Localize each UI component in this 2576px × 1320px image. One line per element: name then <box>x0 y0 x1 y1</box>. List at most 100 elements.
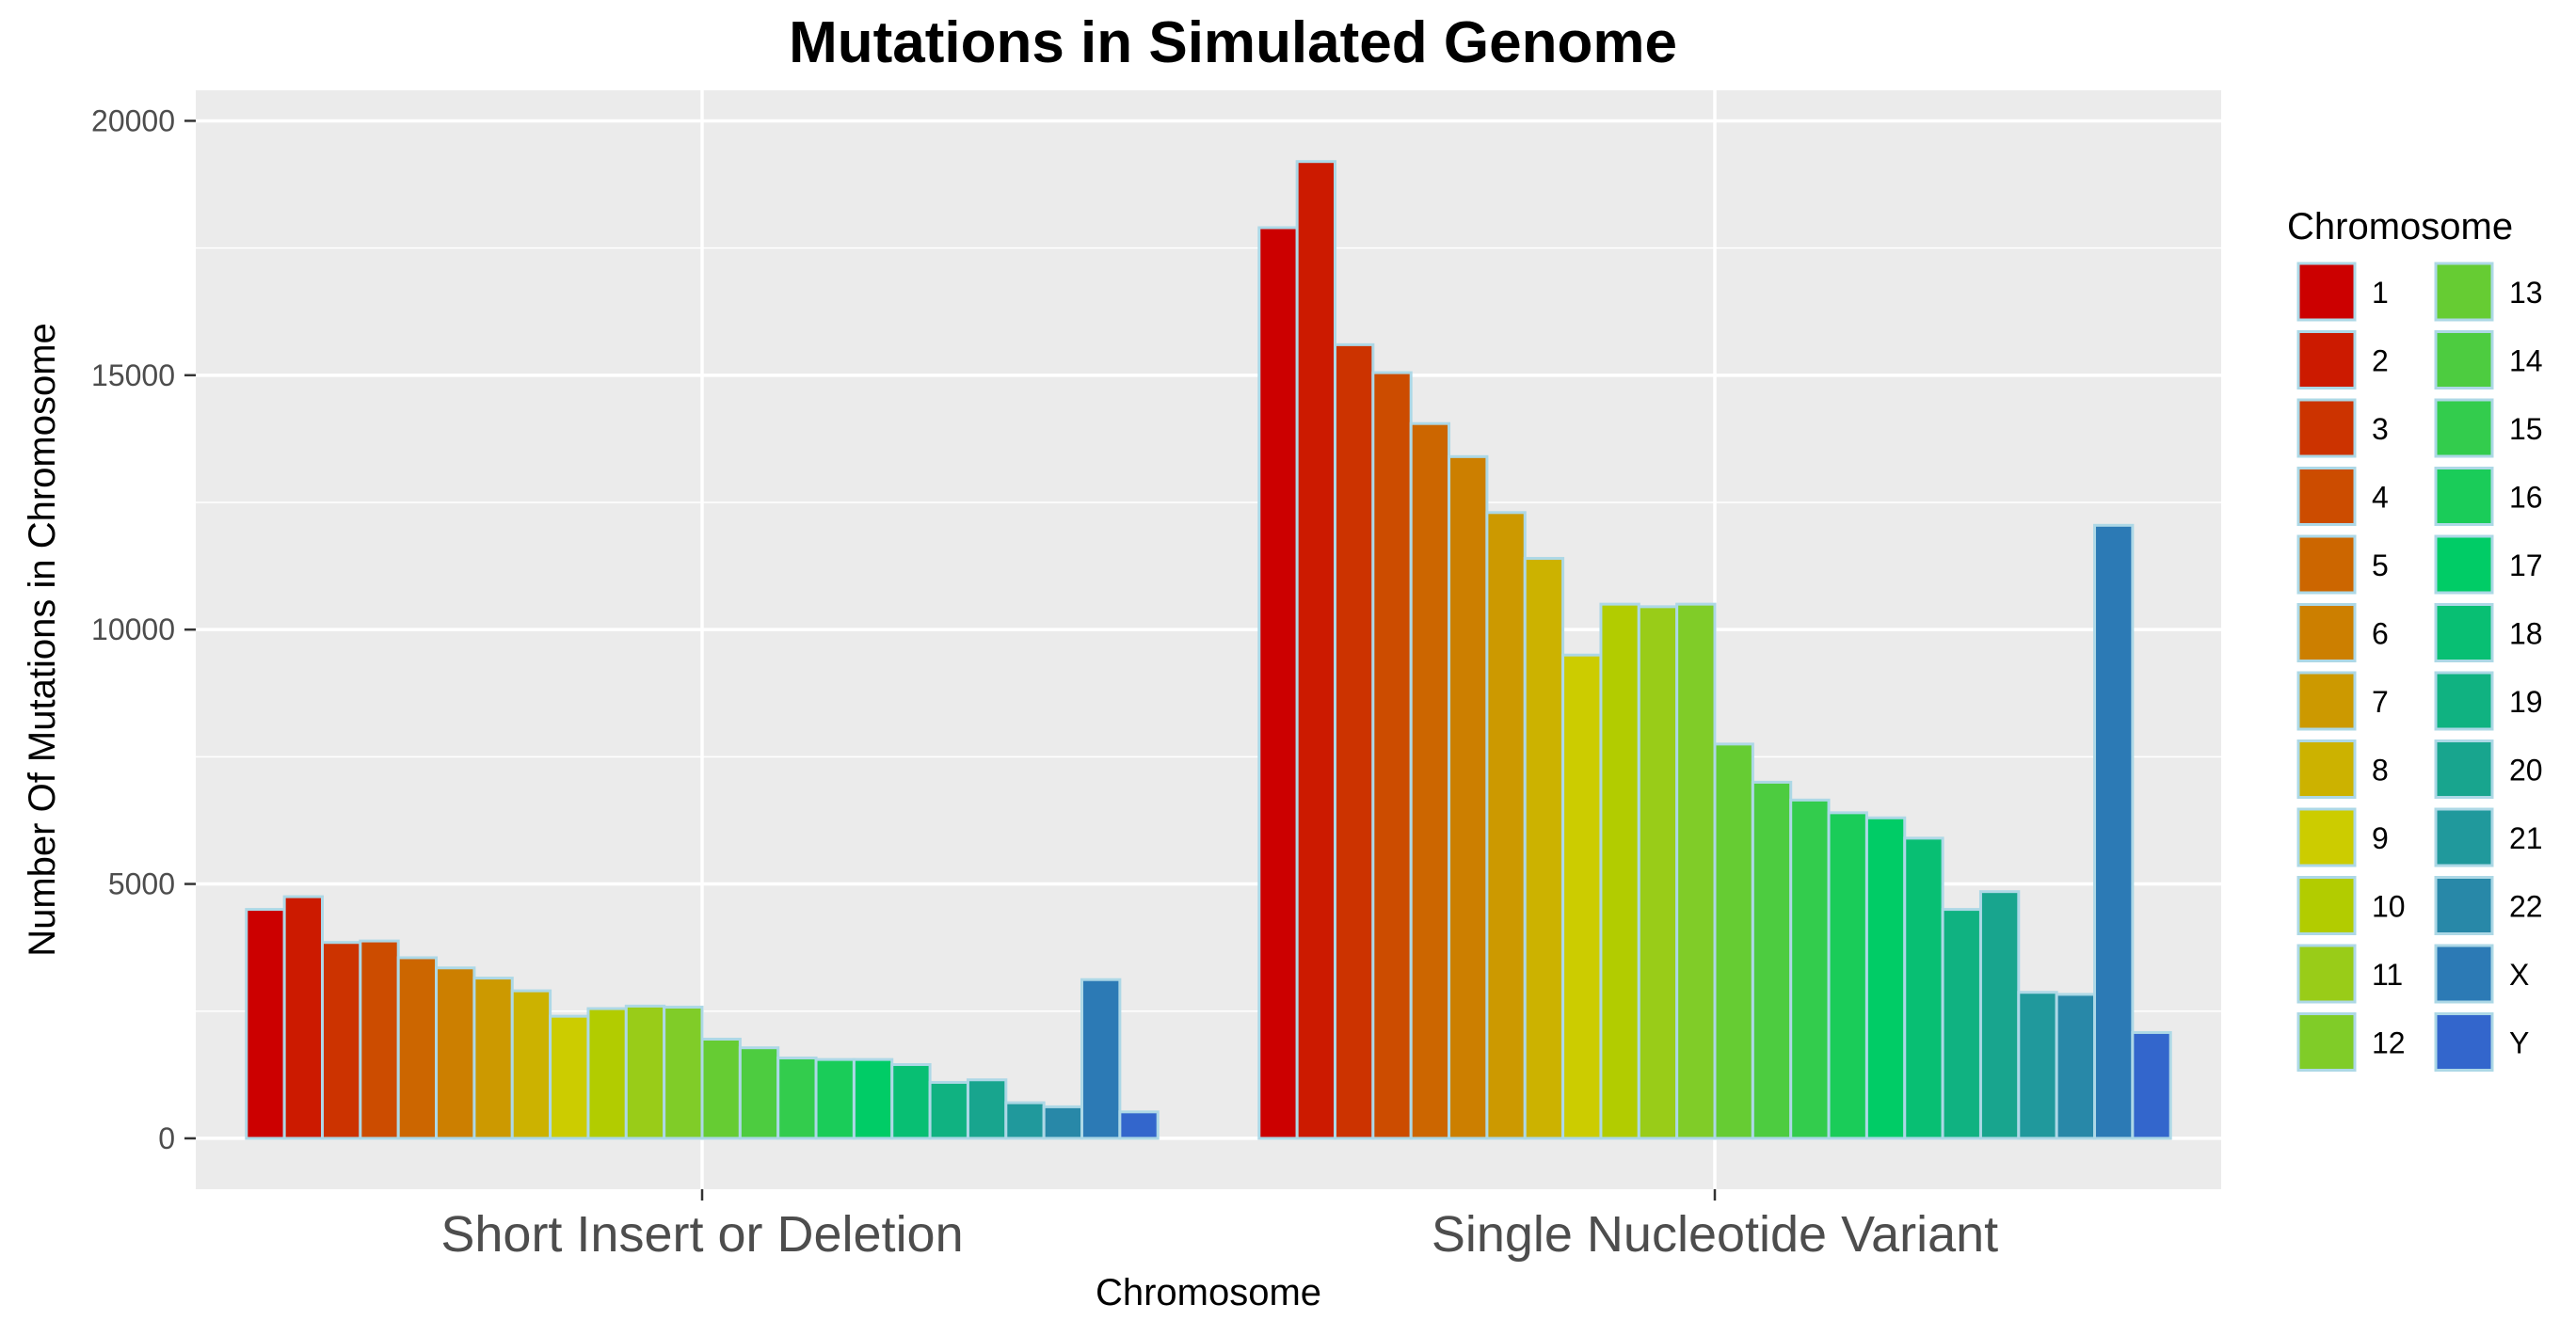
legend-swatch <box>2296 398 2357 458</box>
bar-chr-4-indel <box>359 939 400 1140</box>
bar-chr-16-snv <box>1827 811 1868 1140</box>
bar-chr-18-snv <box>1903 836 1944 1140</box>
legend-item-chr-6: 6 <box>2296 603 2389 662</box>
bar-chr-20-snv <box>1978 890 2021 1140</box>
legend-item-chr-22: 22 <box>2434 876 2543 935</box>
legend-item-chr-5: 5 <box>2296 534 2389 595</box>
legend-label: 22 <box>2509 890 2543 924</box>
legend-item-chr-13: 13 <box>2434 262 2543 322</box>
bar-chr-15-snv <box>1789 798 1831 1140</box>
legend-label: 10 <box>2372 890 2406 924</box>
bar-chr-17-snv <box>1864 816 1907 1140</box>
bar-chr-22-indel <box>1042 1105 1084 1140</box>
legend-swatch <box>2296 534 2357 595</box>
legend-item-chr-10: 10 <box>2296 876 2406 935</box>
legend-swatch <box>2434 603 2494 662</box>
legend-title: Chromosome <box>2287 206 2513 247</box>
y-axis: 0 5000 10000 15000 20000 <box>91 103 196 1155</box>
legend-swatch <box>2434 330 2494 390</box>
bar-chr-6-snv <box>1448 454 1489 1140</box>
legend-label: 19 <box>2509 685 2543 719</box>
legend-swatch <box>2434 944 2494 1004</box>
legend-item-chr-12: 12 <box>2296 1012 2406 1072</box>
legend-label: 12 <box>2372 1026 2406 1060</box>
legend-label: 14 <box>2509 344 2543 378</box>
legend-swatch <box>2296 467 2357 526</box>
bar-chr-5-indel <box>396 956 439 1140</box>
bar-chr-11-snv <box>1637 605 1679 1140</box>
legend-item-chr-9: 9 <box>2296 807 2389 867</box>
bar-chr-21-indel <box>1004 1101 1046 1140</box>
legend-swatch <box>2434 534 2494 595</box>
bar-chr-18-indel <box>890 1063 932 1140</box>
legend-label: 16 <box>2509 481 2543 515</box>
bar-chr-8-indel <box>510 989 552 1140</box>
y-axis-label: Number Of Mutations in Chromosome <box>22 323 63 957</box>
legend-item-chr-2: 2 <box>2296 330 2389 390</box>
legend-swatch <box>2434 467 2494 526</box>
legend-item-chr-20: 20 <box>2434 740 2543 799</box>
legend-swatch <box>2434 1012 2494 1072</box>
legend-label: 20 <box>2509 754 2543 787</box>
legend-swatch <box>2296 671 2357 731</box>
bar-chr-2-indel <box>282 895 324 1140</box>
legend-swatch <box>2296 740 2357 799</box>
legend-label: 18 <box>2509 617 2543 651</box>
legend-label: 7 <box>2372 685 2389 719</box>
bar-chr-17-indel <box>852 1058 894 1140</box>
bar-chr-10-indel <box>586 1007 628 1140</box>
bar-chr-7-indel <box>472 977 514 1140</box>
y-tick-label: 5000 <box>108 867 175 901</box>
y-tick-label: 10000 <box>91 612 175 646</box>
legend-label: 6 <box>2372 617 2389 651</box>
legend-item-chr-Y: Y <box>2434 1012 2529 1072</box>
legend-item-chr-17: 17 <box>2434 534 2543 595</box>
bar-chr-9-indel <box>549 1014 590 1140</box>
y-tick-label: 20000 <box>91 103 175 137</box>
bar-chr-2-snv <box>1295 160 1337 1140</box>
bar-chr-X-indel <box>1080 978 1122 1140</box>
legend-item-chr-4: 4 <box>2296 467 2389 526</box>
y-tick-label: 15000 <box>91 358 175 392</box>
legend-label: X <box>2509 958 2529 992</box>
legend-label: 3 <box>2372 412 2389 446</box>
legend-label: 1 <box>2372 276 2389 310</box>
legend-item-chr-15: 15 <box>2434 398 2543 458</box>
legend-item-chr-11: 11 <box>2296 944 2403 1004</box>
legend-item-chr-14: 14 <box>2434 330 2543 390</box>
legend-item-chr-18: 18 <box>2434 603 2543 662</box>
legend-item-chr-3: 3 <box>2296 398 2389 458</box>
legend-swatch <box>2434 262 2494 322</box>
legend-item-chr-1: 1 <box>2296 262 2389 322</box>
bar-chr-14-indel <box>738 1046 780 1140</box>
bar-chr-1-snv <box>1257 226 1299 1140</box>
y-tick-label: 0 <box>158 1121 175 1155</box>
bar-chr-8-snv <box>1523 556 1565 1140</box>
legend-swatch <box>2434 740 2494 799</box>
x-axis-label: Chromosome <box>1096 1272 1321 1313</box>
bar-chr-10-snv <box>1599 602 1640 1140</box>
legend-item-chr-8: 8 <box>2296 740 2389 799</box>
bar-chr-1-indel <box>245 908 286 1140</box>
legend: Chromosome 12345678910111213141516171819… <box>2287 206 2543 1072</box>
bar-chr-7-snv <box>1485 511 1527 1140</box>
bar-chr-Y-indel <box>1118 1110 1160 1140</box>
legend-item-chr-19: 19 <box>2434 671 2543 731</box>
bar-chr-19-snv <box>1941 908 1982 1140</box>
x-tick-label: Short Insert or Deletion <box>440 1206 963 1263</box>
x-tick-label: Single Nucleotide Variant <box>1432 1206 1998 1263</box>
x-axis: Short Insert or Deletion Single Nucleotid… <box>440 1189 1998 1263</box>
bar-chr-13-snv <box>1713 742 1754 1140</box>
legend-label: 17 <box>2509 549 2543 582</box>
bar-chr-5-snv <box>1409 421 1451 1140</box>
legend-label: 15 <box>2509 412 2543 446</box>
chart-title: Mutations in Simulated Genome <box>789 10 1677 75</box>
legend-label: 11 <box>2372 958 2403 992</box>
legend-label: 5 <box>2372 549 2389 582</box>
legend-label: 2 <box>2372 344 2389 378</box>
bar-chr-3-indel <box>321 941 362 1140</box>
bar-chr-16-indel <box>814 1058 856 1140</box>
bar-chr-21-snv <box>2017 991 2058 1140</box>
legend-label: Y <box>2509 1026 2529 1060</box>
